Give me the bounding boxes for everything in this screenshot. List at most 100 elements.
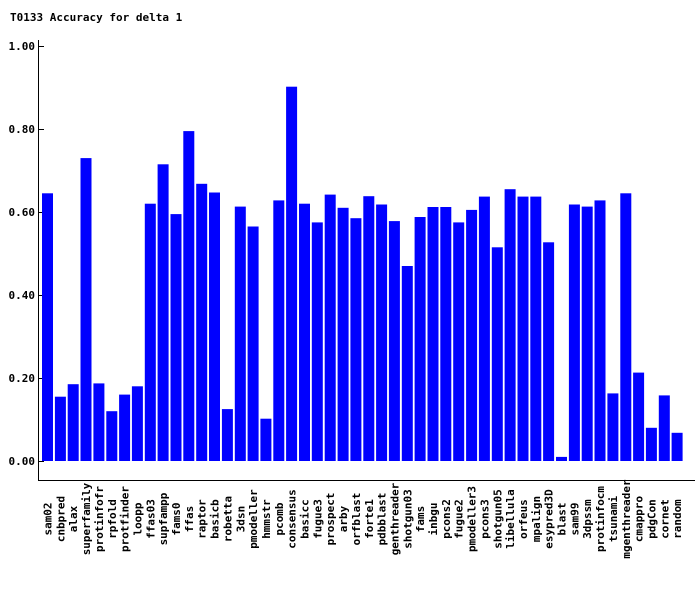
bar-fams xyxy=(414,217,426,461)
x-axis-labels: sam02 cnbpred alax superfamily protinfofr rpf… xyxy=(42,479,685,559)
x-tick-label: inbgu xyxy=(427,503,440,536)
bar-arby xyxy=(337,207,349,461)
bar-cornet xyxy=(658,395,670,461)
x-tick-label: forte1 xyxy=(363,499,376,539)
x-tick-label: pcons2 xyxy=(440,499,453,539)
bar-hmmstr xyxy=(260,418,272,461)
x-tick-label: cnbpred xyxy=(54,496,67,542)
bar-rpfold xyxy=(106,411,118,461)
x-tick-label: 3dsn xyxy=(234,506,247,532)
y-tick-label: 0.40 xyxy=(9,289,36,302)
bar-3dpssm xyxy=(581,206,593,461)
x-tick-label: rpfold xyxy=(106,499,119,539)
bar-shotgun03 xyxy=(401,266,413,461)
x-tick-label: pcons3 xyxy=(478,499,491,539)
x-tick-label: arby xyxy=(337,505,350,532)
x-tick-label: robetta xyxy=(221,496,234,542)
x-tick-label: hmmstr xyxy=(260,499,273,539)
bar-protinfofr xyxy=(93,383,105,461)
bar-ffas03 xyxy=(144,203,156,461)
bar-supfampp xyxy=(157,164,169,462)
x-tick-label: blast xyxy=(556,503,569,536)
y-axis-ticks: 0.00 0.20 0.40 0.60 0.80 1.00 xyxy=(9,40,44,468)
y-tick-label: 1.00 xyxy=(9,40,36,53)
x-tick-label: sam02 xyxy=(42,503,55,536)
x-tick-label: libellula xyxy=(504,489,517,548)
x-tick-label: protinfocm xyxy=(594,486,607,552)
bar-pdbblast xyxy=(376,204,388,461)
x-tick-label: consensus xyxy=(286,489,299,548)
bar-sam02 xyxy=(42,193,53,462)
bar-raptor xyxy=(196,183,208,462)
bar-esypred3D xyxy=(543,242,555,461)
bar-fugue2 xyxy=(453,222,465,461)
bars xyxy=(42,86,683,462)
bar-loopp xyxy=(131,386,143,461)
x-tick-label: shotgun03 xyxy=(401,489,414,548)
bar-mgenthreader xyxy=(620,193,632,462)
y-tick-label: 0.80 xyxy=(9,123,36,136)
chart-title: T0133 Accuracy for delta 1 xyxy=(10,11,183,24)
bar-pcons3 xyxy=(478,196,490,461)
bar-genthreader xyxy=(388,221,400,461)
x-tick-label: shotgun05 xyxy=(491,489,504,548)
x-tick-label: ffas03 xyxy=(144,499,157,539)
bar-pdgCon xyxy=(645,427,657,461)
x-tick-label: loopp xyxy=(131,502,144,535)
bar-3dsn xyxy=(234,206,246,461)
x-tick-label: fugue3 xyxy=(311,499,324,539)
bar-robetta xyxy=(221,409,233,461)
bar-mpalign xyxy=(530,196,542,461)
x-tick-label: sam99 xyxy=(568,503,581,536)
x-tick-label: fams xyxy=(414,506,427,532)
x-tick-label: orfblast xyxy=(350,493,363,546)
bar-random xyxy=(671,432,683,461)
bar-fugue3 xyxy=(311,222,323,461)
y-tick-label: 0.60 xyxy=(9,206,36,219)
x-tick-label: pcomb xyxy=(273,502,286,535)
x-tick-label: mpalign xyxy=(530,496,543,542)
bar-alax xyxy=(67,384,79,461)
x-tick-label: tsunami xyxy=(607,496,620,543)
x-tick-label: alax xyxy=(67,505,80,532)
y-tick-label: 0.00 xyxy=(9,455,36,468)
x-tick-label: orfeus xyxy=(517,499,530,539)
x-tick-label: esypred3D xyxy=(543,489,556,549)
bar-superfamily xyxy=(80,158,92,461)
bar-consensus xyxy=(286,86,298,461)
bar-libellula xyxy=(504,189,516,461)
bar-shotgun05 xyxy=(491,247,503,461)
bar-prospect xyxy=(324,194,336,461)
bar-forte1 xyxy=(363,196,375,461)
bar-fams0 xyxy=(170,214,182,461)
x-tick-label: 3dpssm xyxy=(581,499,594,539)
bar-sam99 xyxy=(568,204,580,461)
bar-orfeus xyxy=(517,196,529,461)
x-tick-label: pdgCon xyxy=(645,499,658,539)
x-tick-label: genthreader xyxy=(388,482,401,555)
x-tick-label: mgenthreader xyxy=(620,479,633,559)
bar-cnbpred xyxy=(54,396,66,461)
bar-protfinder xyxy=(119,394,131,461)
x-tick-label: supfampp xyxy=(157,492,170,545)
x-tick-label: fugue2 xyxy=(453,499,466,539)
bar-pcomb xyxy=(273,200,285,461)
x-tick-label: ffas xyxy=(183,506,196,532)
x-tick-label: protinfofr xyxy=(93,486,106,552)
bar-basicb xyxy=(209,192,220,461)
x-tick-label: cmappro xyxy=(633,496,646,543)
bar-blast xyxy=(556,456,567,461)
bar-protinfocm xyxy=(594,200,606,461)
x-tick-label: raptor xyxy=(196,499,209,539)
x-tick-label: random xyxy=(671,499,684,539)
x-tick-label: basicb xyxy=(209,499,222,539)
x-tick-label: protfinder xyxy=(119,486,132,552)
x-tick-label: fams0 xyxy=(170,503,183,536)
x-tick-label: basicc xyxy=(299,499,312,539)
bar-tsunami xyxy=(607,393,619,461)
y-tick-label: 0.20 xyxy=(9,372,36,385)
x-tick-label: prospect xyxy=(324,493,337,546)
x-tick-label: superfamily xyxy=(80,482,93,555)
